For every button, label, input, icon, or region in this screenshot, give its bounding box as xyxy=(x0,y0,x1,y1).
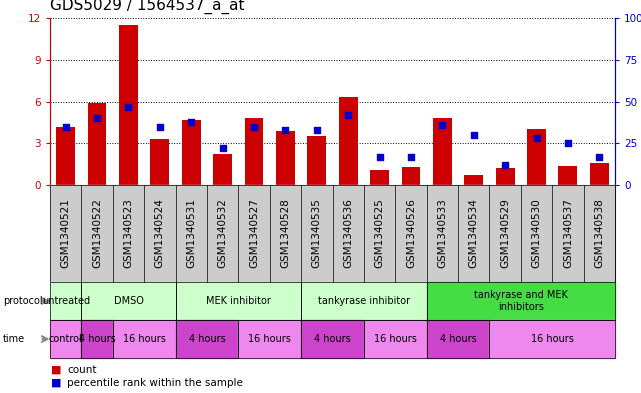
Text: 4 hours: 4 hours xyxy=(79,334,115,344)
Text: GSM1340531: GSM1340531 xyxy=(187,198,196,268)
Point xyxy=(374,153,385,160)
Bar xyxy=(213,154,232,185)
Point xyxy=(563,140,573,147)
Text: GSM1340526: GSM1340526 xyxy=(406,198,416,268)
Text: count: count xyxy=(67,365,97,375)
Point xyxy=(343,112,353,118)
Text: GSM1340538: GSM1340538 xyxy=(594,198,604,268)
Text: GSM1340534: GSM1340534 xyxy=(469,198,479,268)
Point xyxy=(437,122,447,128)
Bar xyxy=(464,175,483,185)
Text: 16 hours: 16 hours xyxy=(122,334,165,344)
Text: ■: ■ xyxy=(51,365,62,375)
Point xyxy=(92,115,102,121)
Bar xyxy=(308,136,326,185)
Text: GSM1340528: GSM1340528 xyxy=(280,198,290,268)
Text: GSM1340521: GSM1340521 xyxy=(61,198,71,268)
Text: GSM1340527: GSM1340527 xyxy=(249,198,259,268)
Bar xyxy=(558,165,578,185)
Text: tankyrase and MEK
inhibitors: tankyrase and MEK inhibitors xyxy=(474,290,568,312)
Text: time: time xyxy=(3,334,26,344)
Point xyxy=(594,153,604,160)
Bar xyxy=(339,97,358,185)
Text: control: control xyxy=(49,334,83,344)
Point xyxy=(217,145,228,151)
Text: GSM1340525: GSM1340525 xyxy=(374,198,385,268)
Bar xyxy=(182,119,201,185)
Point xyxy=(531,135,542,141)
Text: GSM1340535: GSM1340535 xyxy=(312,198,322,268)
Text: percentile rank within the sample: percentile rank within the sample xyxy=(67,378,243,388)
Text: GSM1340533: GSM1340533 xyxy=(437,198,447,268)
Text: DMSO: DMSO xyxy=(113,296,144,306)
Point xyxy=(469,132,479,138)
Bar xyxy=(401,167,420,185)
Point xyxy=(312,127,322,133)
Bar xyxy=(527,129,546,185)
Point xyxy=(123,103,133,110)
Text: GSM1340537: GSM1340537 xyxy=(563,198,573,268)
Text: ■: ■ xyxy=(51,378,62,388)
Bar xyxy=(56,127,75,185)
Bar xyxy=(88,103,106,185)
Point xyxy=(500,162,510,168)
Bar xyxy=(433,118,452,185)
Text: 16 hours: 16 hours xyxy=(248,334,291,344)
Text: GSM1340532: GSM1340532 xyxy=(218,198,228,268)
Point xyxy=(406,153,416,160)
Text: GSM1340523: GSM1340523 xyxy=(124,198,133,268)
Text: GSM1340530: GSM1340530 xyxy=(531,198,542,268)
Text: MEK inhibitor: MEK inhibitor xyxy=(206,296,271,306)
Point xyxy=(60,123,71,130)
Text: 4 hours: 4 hours xyxy=(188,334,226,344)
Bar xyxy=(590,163,609,185)
Text: 16 hours: 16 hours xyxy=(531,334,574,344)
Bar xyxy=(119,25,138,185)
Bar xyxy=(495,168,515,185)
Text: untreated: untreated xyxy=(42,296,90,306)
Text: 4 hours: 4 hours xyxy=(314,334,351,344)
Point xyxy=(280,127,290,133)
Text: GSM1340522: GSM1340522 xyxy=(92,198,102,268)
Text: GDS5029 / 1564537_a_at: GDS5029 / 1564537_a_at xyxy=(50,0,244,14)
Point xyxy=(249,123,259,130)
Point xyxy=(186,118,196,125)
Text: 16 hours: 16 hours xyxy=(374,334,417,344)
Text: GSM1340529: GSM1340529 xyxy=(500,198,510,268)
Text: 4 hours: 4 hours xyxy=(440,334,476,344)
Bar xyxy=(245,118,263,185)
Bar xyxy=(370,170,389,185)
Point xyxy=(154,123,165,130)
Bar xyxy=(276,131,295,185)
Bar xyxy=(151,139,169,185)
Text: GSM1340536: GSM1340536 xyxy=(343,198,353,268)
Text: protocol: protocol xyxy=(3,296,43,306)
Text: tankyrase inhibitor: tankyrase inhibitor xyxy=(318,296,410,306)
Text: GSM1340524: GSM1340524 xyxy=(155,198,165,268)
